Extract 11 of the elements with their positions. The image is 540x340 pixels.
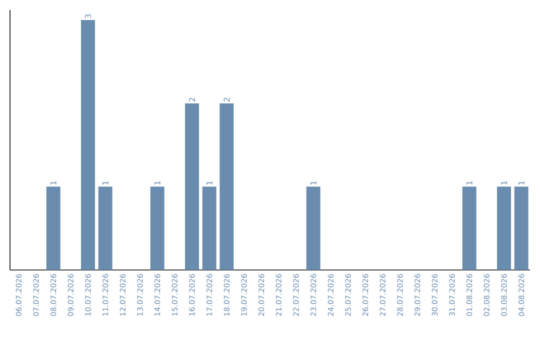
data-label: 1 [50, 181, 56, 185]
data-label: 2 [224, 98, 230, 102]
data-label: 2 [189, 98, 195, 102]
data-label: 1 [206, 181, 212, 185]
data-label: 1 [466, 181, 472, 185]
data-label: 1 [310, 181, 316, 185]
data-label: 1 [518, 181, 524, 185]
data-label: 1 [102, 181, 108, 185]
data-label: 1 [154, 181, 160, 185]
data-label: 1 [501, 181, 507, 185]
data-label: 3 [84, 14, 92, 18]
